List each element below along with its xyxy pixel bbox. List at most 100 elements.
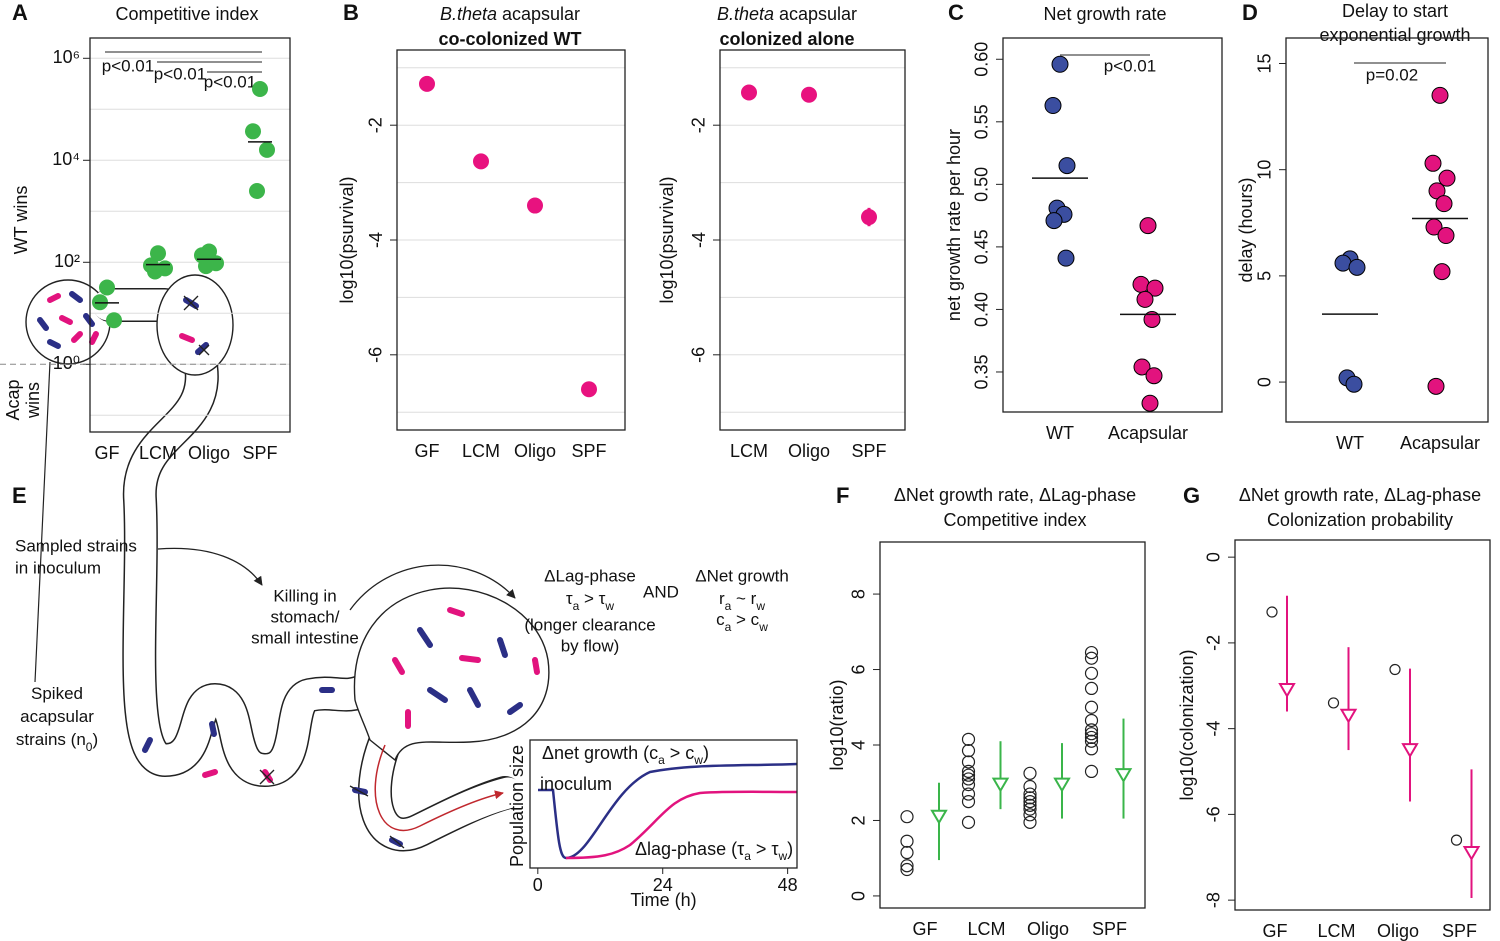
y-tick-label: 4 (849, 740, 869, 750)
y-tick-label: 0.55 (972, 104, 992, 139)
x-tick-label: WT (1336, 433, 1364, 453)
subscript: a (573, 599, 580, 613)
title-part: B.theta (440, 4, 497, 24)
y-tick-label: 8 (849, 589, 869, 599)
observed-point (961, 764, 976, 779)
flow-line (374, 744, 504, 832)
chart-title: ΔNet growth rate, ΔLag-phase (1239, 485, 1481, 505)
panel-letter: D (1242, 0, 1258, 25)
y-axis-label: log10(ratio) (827, 679, 847, 770)
point (1145, 367, 1163, 385)
y-tick-label: -8 (1204, 892, 1224, 908)
point (1143, 310, 1161, 328)
observed-point (900, 859, 914, 873)
arrow (157, 547, 263, 586)
title-part: acapsular (774, 4, 857, 24)
y-tick-label: 0.60 (972, 42, 992, 77)
stomach (156, 274, 234, 376)
chart-title: B.theta acapsular (717, 4, 857, 24)
x-tick-label: Oligo (1027, 919, 1069, 939)
subscript: a (725, 599, 732, 613)
y-tick-label: -4 (689, 232, 709, 248)
observed-point (1023, 815, 1037, 829)
diagram-label: stomach/ (271, 607, 340, 626)
observed-point (1023, 779, 1037, 794)
chart-title: B.theta acapsular (440, 4, 580, 24)
plot-frame (719, 49, 906, 431)
intestine-inner (92, 289, 524, 850)
x-tick-label: SPF (571, 441, 606, 461)
observed-point (1023, 791, 1037, 805)
point (252, 80, 268, 97)
x-tick-label: LCM (139, 443, 177, 463)
observed-point (1084, 764, 1099, 779)
x-tick-label: SPF (1442, 921, 1477, 941)
observed-point (1084, 734, 1099, 748)
inset-curves (538, 762, 798, 860)
chart-subtitle: Colonization probability (1267, 510, 1453, 530)
predicted-point (1462, 845, 1481, 861)
y-tick-label: -6 (689, 347, 709, 363)
diagram-label: ra ~ rw (719, 589, 765, 613)
y-axis-label: Population size (507, 745, 527, 867)
observed-point (1084, 723, 1099, 737)
x-tick-label: GF (1263, 921, 1288, 941)
observed-point (900, 862, 914, 877)
subscript: w (755, 599, 765, 613)
point (1146, 279, 1164, 297)
plot-frame (1234, 539, 1491, 911)
y-tick-label: 5 (1255, 271, 1275, 281)
observed-point (1084, 681, 1099, 696)
text-part: c (716, 610, 725, 629)
observed-point (961, 732, 976, 746)
observed-point (961, 772, 976, 786)
point (861, 209, 877, 226)
point (1139, 217, 1157, 235)
panel-letter: A (12, 0, 28, 25)
observed-point (1084, 666, 1099, 680)
text-part: ~ r (731, 589, 756, 608)
point (1437, 227, 1455, 245)
predicted-point (1278, 683, 1296, 699)
x-tick-label: 48 (778, 875, 798, 895)
text-part: ) (787, 839, 793, 859)
inset-label: Δlag-phase (τa > τw) (635, 839, 793, 863)
point (1058, 157, 1076, 175)
inset-label: Δnet growth (ca > cw) (542, 743, 709, 767)
y-tick-label: 2 (849, 815, 869, 825)
x-tick-label: LCM (462, 441, 500, 461)
chart-title: ΔNet growth rate, ΔLag-phase (894, 485, 1136, 505)
observed-point (1084, 727, 1099, 741)
significance-label: p<0.01 (154, 64, 206, 83)
panel-letter: E (12, 483, 27, 508)
plot-frame (1002, 37, 1223, 413)
plot-frame (1285, 37, 1489, 423)
title-part: B.theta (717, 4, 774, 24)
x-tick-label: GF (95, 443, 120, 463)
subscript: a (658, 753, 665, 767)
point (1424, 154, 1442, 172)
y-tick-label: 10 (1255, 160, 1275, 180)
predicted-point (930, 809, 948, 825)
point (1136, 290, 1154, 308)
observed-point (1084, 645, 1099, 660)
panel-letter: F (836, 483, 849, 508)
observed-point (1084, 730, 1099, 745)
chart-title: Net growth rate (1043, 4, 1166, 24)
x-tick-label: LCM (730, 441, 768, 461)
point (245, 123, 261, 140)
y-tick-label: -2 (1204, 635, 1224, 651)
plot-frame (396, 49, 626, 431)
observed-point (1023, 766, 1037, 780)
point (1435, 195, 1453, 213)
wt-curve (538, 762, 798, 860)
chart-subtitle: Competitive index (943, 510, 1086, 530)
arrow (349, 564, 516, 611)
text-part: ) (703, 743, 709, 763)
acap-curve (565, 790, 798, 860)
observed-point (1084, 742, 1099, 756)
observed-point (1266, 606, 1278, 618)
plot-frame (89, 37, 291, 433)
y-tick-label: -6 (1204, 806, 1224, 822)
text-part: > τ (751, 839, 779, 859)
